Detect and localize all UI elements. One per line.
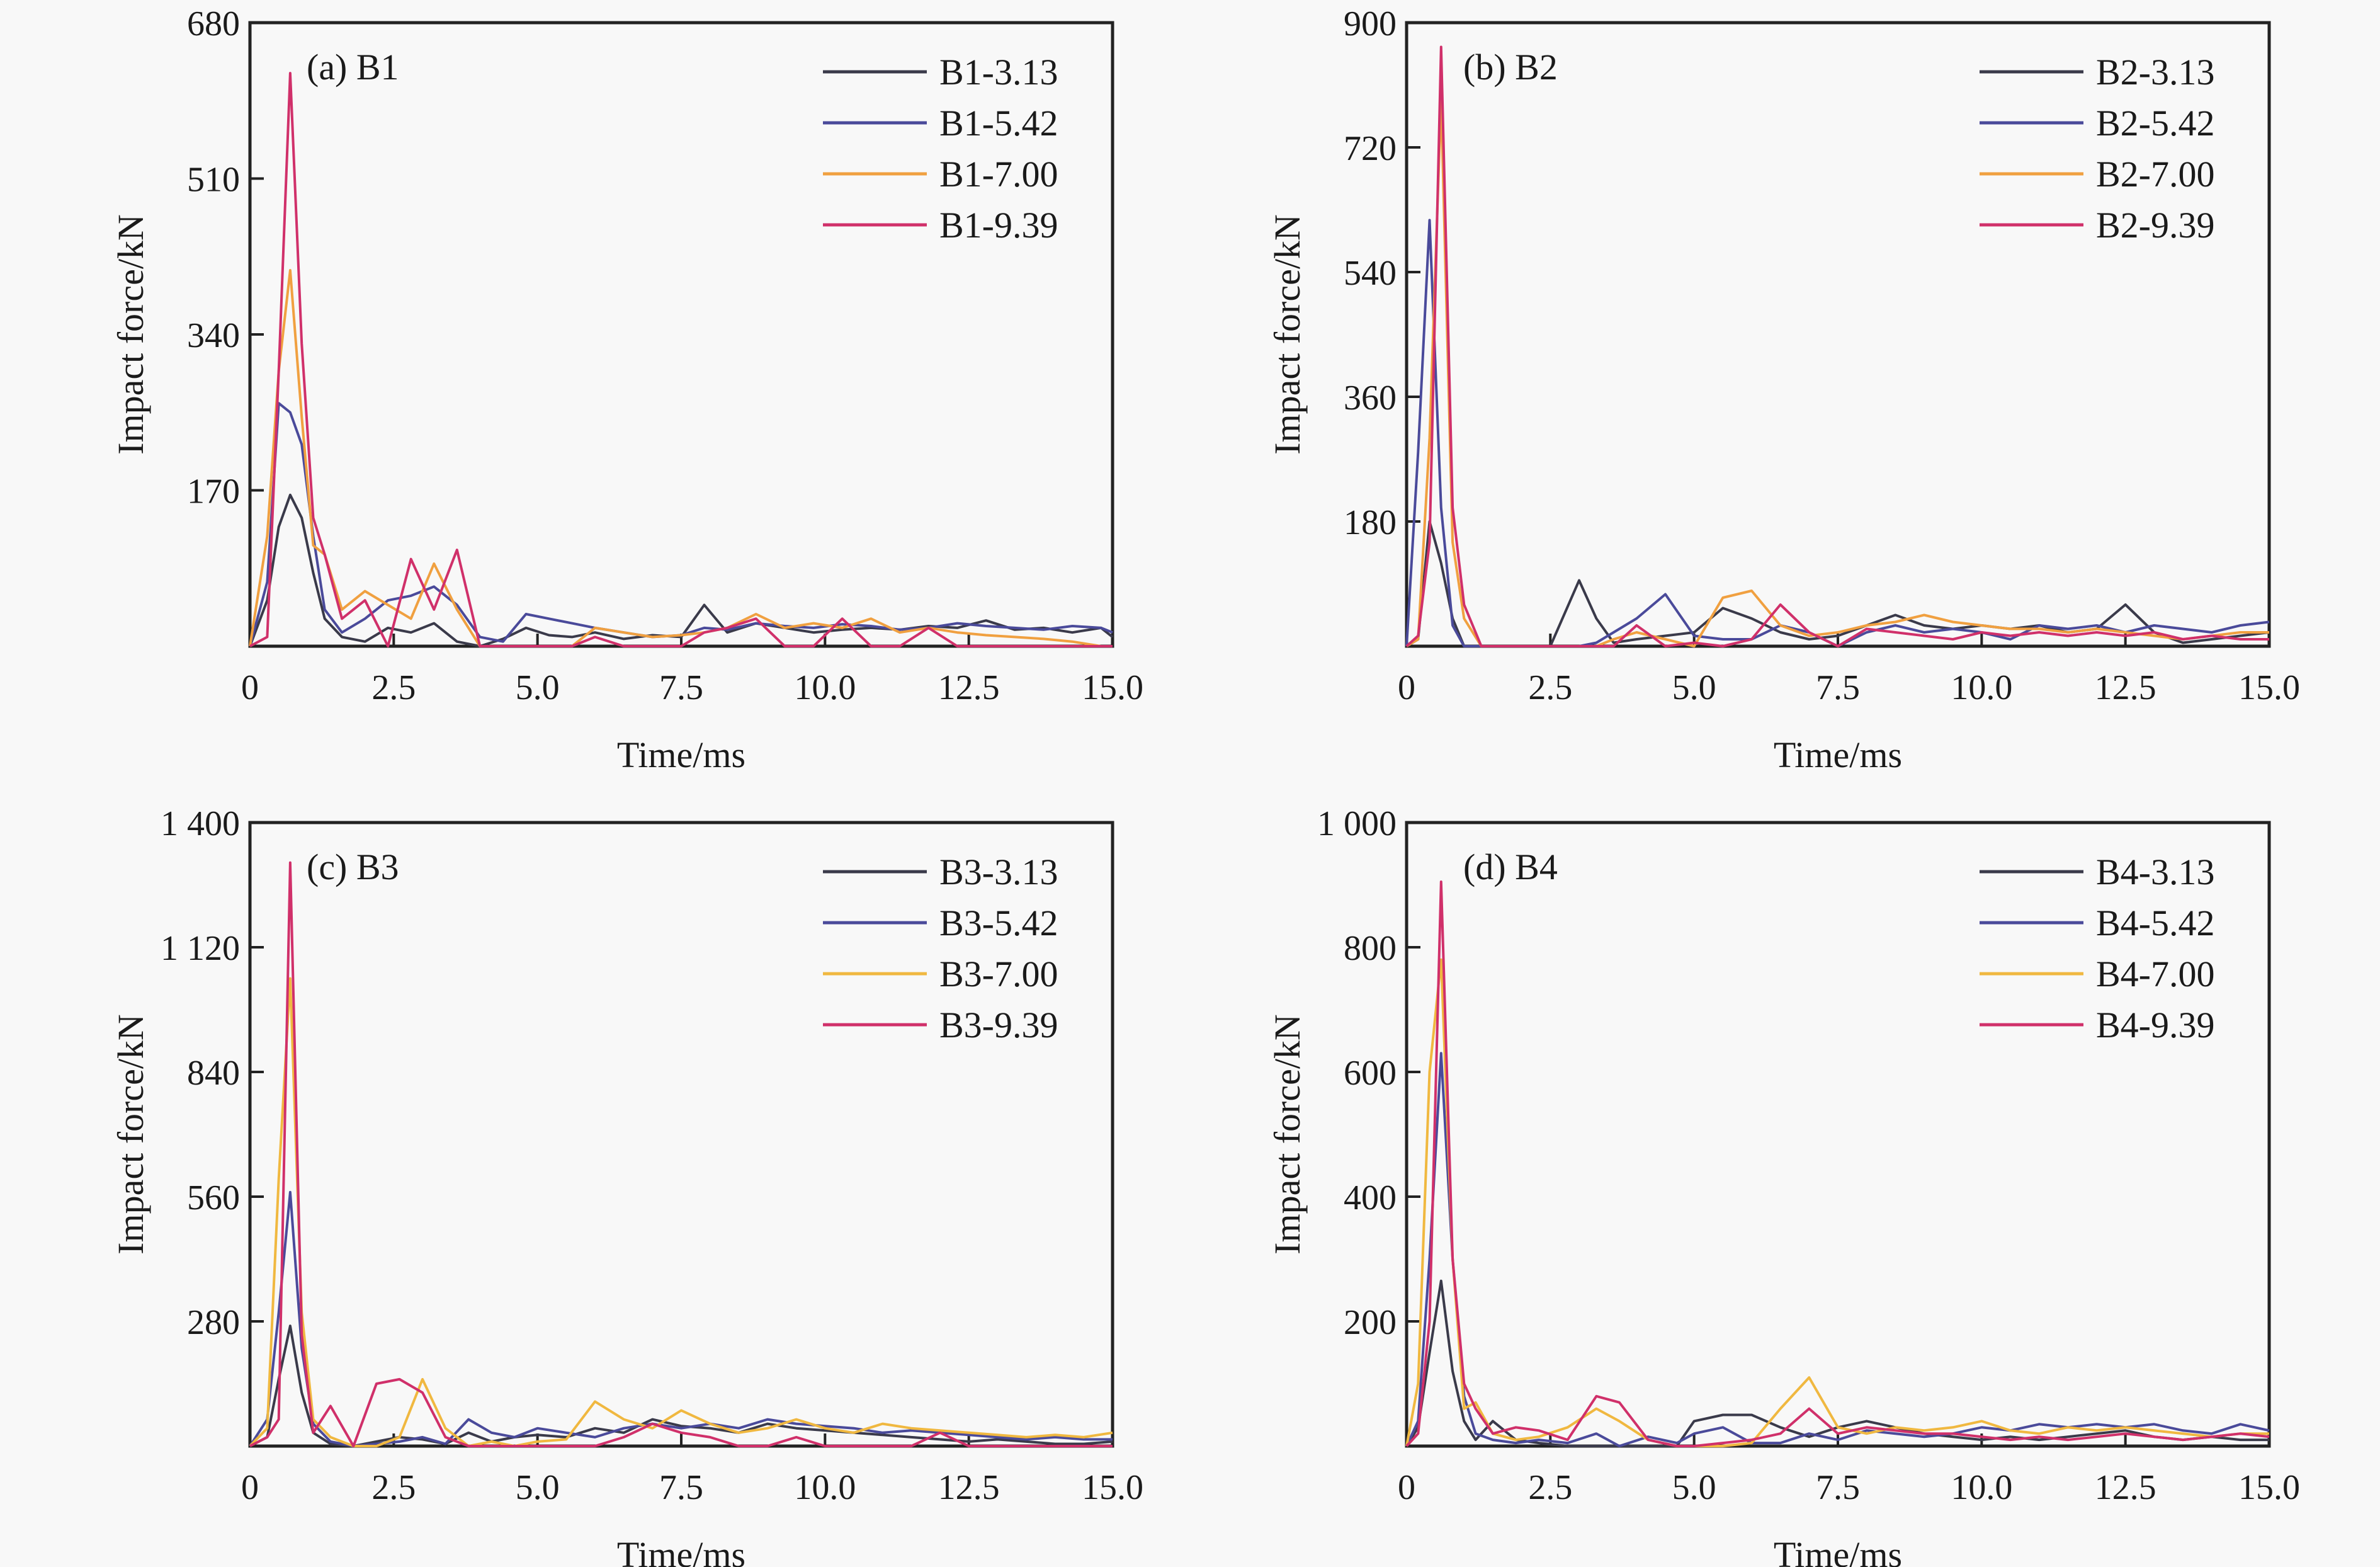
y-axis-label: Impact force/kN bbox=[110, 1014, 151, 1255]
plot-frame bbox=[1405, 21, 2271, 648]
x-tick-label: 5.0 bbox=[1672, 1468, 1716, 1507]
legend-label: B4-7.00 bbox=[2096, 954, 2215, 994]
x-tick-label: 2.5 bbox=[371, 668, 416, 707]
series-line-B3-5.42 bbox=[249, 1190, 1113, 1447]
x-tick-label: 7.5 bbox=[1816, 1468, 1860, 1507]
chart-panel-1: 0 2.5 5.0 7.5 10.0 12.5 15.0 170 340 510 680 Time/m… bbox=[110, 4, 1143, 775]
y-tick-label: 360 bbox=[1344, 379, 1397, 418]
series-line-B4-9.39 bbox=[1405, 880, 2270, 1447]
legend-label: B3-7.00 bbox=[939, 954, 1058, 994]
legend-label: B1-3.13 bbox=[939, 52, 1058, 93]
legend-label: B2-5.42 bbox=[2096, 103, 2215, 144]
x-tick-label: 10.0 bbox=[794, 668, 856, 707]
x-tick-label: 10.0 bbox=[1951, 668, 2012, 707]
legend-label: B1-5.42 bbox=[939, 103, 1058, 144]
chart-panel-3: 0 2.5 5.0 7.5 10.0 12.5 15.0 280 560 840 1 120 1 40… bbox=[110, 804, 1143, 1567]
x-tick-label: 5.0 bbox=[516, 1468, 560, 1507]
x-tick-label: 15.0 bbox=[2238, 668, 2300, 707]
plot-frame bbox=[248, 21, 1114, 648]
panel-label: (c) B3 bbox=[307, 846, 399, 887]
x-tick-label: 15.0 bbox=[2238, 1468, 2300, 1507]
y-tick-label: 1 120 bbox=[161, 929, 240, 968]
series-line-B3-7.00 bbox=[249, 977, 1113, 1447]
y-axis-label: Impact force/kN bbox=[110, 214, 151, 455]
legend-label: B2-9.39 bbox=[2096, 205, 2215, 246]
x-tick-label: 12.5 bbox=[938, 1468, 1000, 1507]
x-tick-label: 5.0 bbox=[1672, 668, 1716, 707]
y-axis-label: Impact force/kN bbox=[1267, 1014, 1308, 1255]
series-line-B1-3.13 bbox=[249, 493, 1114, 647]
x-tick-label: 12.5 bbox=[2095, 1468, 2156, 1507]
y-tick-label: 1 400 bbox=[161, 804, 240, 843]
panel-label: (d) B4 bbox=[1463, 846, 1558, 887]
y-tick-label: 170 bbox=[187, 472, 240, 511]
legend-label: B4-5.42 bbox=[2096, 903, 2215, 943]
x-axis-label: Time/ms bbox=[1774, 734, 1902, 775]
series-line-B3-3.13 bbox=[249, 1325, 1113, 1447]
series-line-B4-3.13 bbox=[1405, 1279, 2269, 1447]
y-tick-label: 510 bbox=[187, 161, 240, 200]
panel-label: (b) B2 bbox=[1463, 47, 1558, 88]
y-tick-label: 540 bbox=[1344, 254, 1397, 293]
legend-label: B4-3.13 bbox=[2096, 852, 2215, 892]
legend-label: B3-3.13 bbox=[939, 852, 1058, 892]
y-tick-label: 720 bbox=[1344, 129, 1397, 168]
x-tick-label: 10.0 bbox=[1951, 1468, 2012, 1507]
y-axis-label: Impact force/kN bbox=[1267, 214, 1308, 455]
x-tick-label: 0 bbox=[1398, 668, 1415, 707]
series-line-B4-5.42 bbox=[1405, 1052, 2270, 1447]
y-tick-label: 180 bbox=[1344, 503, 1397, 542]
series-line-B2-5.42 bbox=[1405, 219, 2270, 647]
y-tick-label: 680 bbox=[187, 4, 240, 43]
chart-panel-4: 0 2.5 5.0 7.5 10.0 12.5 15.0 200 400 600 800 1 000 T… bbox=[1267, 804, 2300, 1567]
x-tick-label: 0 bbox=[241, 1468, 259, 1507]
x-tick-label: 7.5 bbox=[659, 668, 703, 707]
x-axis-label: Time/ms bbox=[1774, 1534, 1902, 1567]
y-tick-label: 600 bbox=[1344, 1054, 1397, 1093]
x-tick-label: 12.5 bbox=[938, 668, 1000, 707]
x-axis-label: Time/ms bbox=[617, 734, 745, 775]
x-tick-label: 0 bbox=[241, 668, 259, 707]
legend-label: B2-7.00 bbox=[2096, 154, 2215, 195]
x-tick-label: 15.0 bbox=[1082, 1468, 1143, 1507]
x-axis-label: Time/ms bbox=[617, 1534, 745, 1567]
series-line-B3-9.39 bbox=[249, 861, 1113, 1447]
x-tick-label: 10.0 bbox=[794, 1468, 856, 1507]
legend-label: B4-9.39 bbox=[2096, 1005, 2215, 1046]
x-tick-label: 7.5 bbox=[1816, 668, 1860, 707]
y-tick-label: 840 bbox=[187, 1054, 240, 1093]
plot-frame bbox=[248, 821, 1114, 1448]
x-tick-label: 2.5 bbox=[1528, 668, 1572, 707]
y-tick-label: 900 bbox=[1344, 4, 1397, 43]
x-tick-label: 15.0 bbox=[1082, 668, 1143, 707]
y-tick-label: 400 bbox=[1344, 1178, 1397, 1217]
series-line-B2-9.39 bbox=[1405, 45, 2269, 647]
x-tick-label: 2.5 bbox=[1528, 1468, 1572, 1507]
y-tick-label: 280 bbox=[187, 1303, 240, 1342]
legend-label: B1-9.39 bbox=[939, 205, 1058, 246]
legend-label: B2-3.13 bbox=[2096, 52, 2215, 93]
y-tick-label: 1 000 bbox=[1317, 804, 1397, 843]
x-tick-label: 0 bbox=[1398, 1468, 1415, 1507]
series-line-B1-9.39 bbox=[249, 72, 1113, 647]
plot-frame bbox=[1405, 821, 2271, 1448]
y-tick-label: 340 bbox=[187, 316, 240, 355]
legend-label: B1-7.00 bbox=[939, 154, 1058, 195]
x-tick-label: 2.5 bbox=[371, 1468, 416, 1507]
legend-label: B3-9.39 bbox=[939, 1005, 1058, 1046]
legend-label: B3-5.42 bbox=[939, 903, 1058, 943]
y-tick-label: 200 bbox=[1344, 1303, 1397, 1342]
chart-panel-2: 0 2.5 5.0 7.5 10.0 12.5 15.0 180 360 540 720 900 Tim… bbox=[1267, 4, 2300, 775]
y-tick-label: 560 bbox=[187, 1178, 240, 1217]
x-tick-label: 5.0 bbox=[516, 668, 560, 707]
y-tick-label: 800 bbox=[1344, 929, 1397, 968]
panel-label: (a) B1 bbox=[307, 47, 399, 88]
x-tick-label: 12.5 bbox=[2095, 668, 2156, 707]
x-tick-label: 7.5 bbox=[659, 1468, 703, 1507]
